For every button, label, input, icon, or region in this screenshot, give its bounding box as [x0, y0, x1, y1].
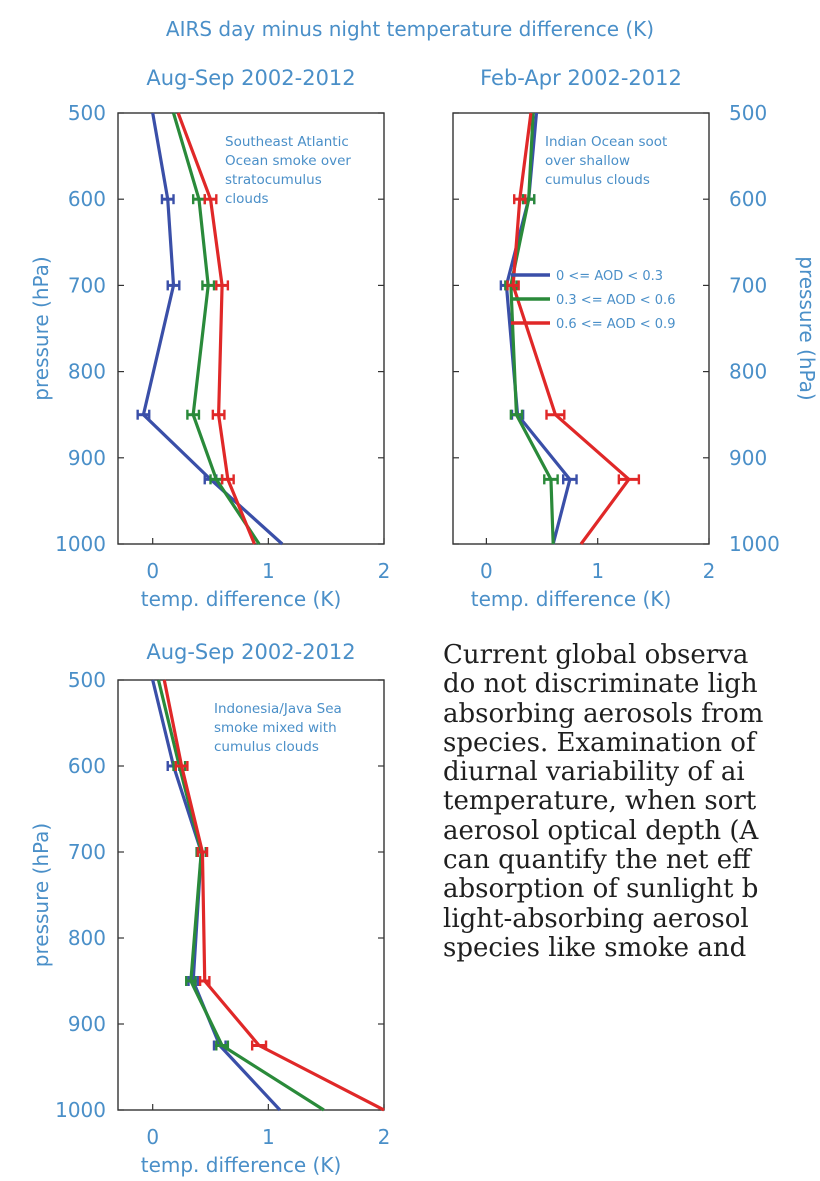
y-axis-label: pressure (hPa)	[29, 256, 53, 400]
y-tick-label: 800	[68, 926, 106, 950]
y-tick-label: 1000	[55, 1098, 106, 1122]
panel-annotation-line: cumulus clouds	[214, 739, 319, 755]
series-line-3	[162, 679, 385, 1112]
y-axis-label: pressure (hPa)	[795, 256, 819, 400]
y-tick-label: 700	[68, 840, 106, 864]
body-line: aerosol optical depth (A	[443, 815, 759, 846]
y-tick-label: 500	[68, 101, 106, 125]
y-tick-label: 500	[68, 668, 106, 692]
panel-annotation-line: Ocean smoke over	[225, 153, 351, 169]
plot-frame	[117, 679, 385, 1111]
x-tick-label: 2	[378, 559, 391, 583]
panel-annotation-line: clouds	[225, 191, 269, 207]
y-tick-label: 600	[68, 187, 106, 211]
panel-annotation-line: Indian Ocean soot	[545, 134, 667, 150]
series-line-2	[509, 112, 555, 545]
x-tick-label: 2	[703, 559, 716, 583]
chart-panel-2: Feb-Apr 2002-2012 500 600 700 800 900 1000 0 1 2 t…	[452, 66, 819, 611]
y-tick-label: 800	[729, 360, 767, 384]
y-tick-label: 1000	[729, 532, 780, 556]
body-line: Current global observa	[443, 641, 749, 670]
chart-panel-1: Aug-Sep 2002-2012 500 600 700 800 900 1000 0 1 2 t…	[29, 66, 390, 611]
x-tick-label: 1	[262, 559, 275, 583]
chart-title: Aug-Sep 2002-2012	[146, 66, 355, 90]
panel-annotation-line: Southeast Atlantic	[225, 134, 349, 150]
x-tick-label: 0	[480, 559, 493, 583]
y-tick-label: 900	[68, 446, 106, 470]
panel-annotation-line: smoke mixed with	[214, 720, 337, 736]
panel-annotation-line: stratocumulus	[225, 172, 322, 188]
x-axis-label: temp. difference (K)	[141, 1153, 342, 1177]
x-tick-label: 0	[146, 559, 159, 583]
x-axis-label: temp. difference (K)	[141, 587, 342, 611]
y-tick-label: 500	[729, 101, 767, 125]
body-line: do not discriminate ligh	[443, 669, 758, 700]
series-line-2	[156, 679, 325, 1112]
x-tick-label: 0	[146, 1125, 159, 1149]
legend-entry: 0.3 <= AOD < 0.6	[556, 293, 675, 308]
y-tick-label: 700	[68, 273, 106, 297]
y-tick-label: 700	[729, 273, 767, 297]
panel-annotation-line: Indonesia/Java Sea	[214, 701, 342, 717]
body-line: diurnal variability of ai	[443, 757, 745, 788]
body-line: species. Examination of	[443, 727, 756, 758]
body-line: light-absorbing aerosol	[443, 903, 749, 934]
y-tick-label: 600	[729, 187, 767, 211]
body-line: absorbing aerosols from	[443, 698, 764, 729]
y-tick-label: 600	[68, 754, 106, 778]
body-line: temperature, when sort	[443, 786, 757, 817]
body-paragraph: Current global observa do not discriminat…	[443, 641, 820, 1001]
series-line-3	[511, 112, 631, 545]
legend-entry: 0.6 <= AOD < 0.9	[556, 317, 675, 332]
x-tick-label: 2	[378, 1125, 391, 1149]
x-tick-label: 1	[262, 1125, 275, 1149]
body-line: absorption of sunlight b	[443, 874, 759, 905]
series-line-2	[171, 112, 261, 545]
chart-title: Aug-Sep 2002-2012	[146, 640, 355, 664]
series-line-3	[176, 112, 256, 545]
y-tick-label: 1000	[55, 532, 106, 556]
panel-annotation-line: cumulus clouds	[545, 172, 650, 188]
plot-frame	[117, 112, 385, 545]
x-axis-label: temp. difference (K)	[471, 587, 672, 611]
y-axis-label: pressure (hPa)	[29, 823, 53, 967]
legend: 0 <= AOD < 0.3 0.3 <= AOD < 0.6 0.6 <= AOD…	[511, 269, 675, 332]
panel-annotation-line: over shallow	[545, 153, 630, 169]
y-tick-label: 900	[68, 1012, 106, 1036]
chart-title: Feb-Apr 2002-2012	[480, 66, 682, 90]
y-tick-label: 800	[68, 360, 106, 384]
body-line: can quantify the net eff	[443, 845, 751, 876]
x-tick-label: 1	[591, 559, 604, 583]
chart-panel-3: Aug-Sep 2002-2012 500 600 700 800 900 1000 0 1 2 t…	[29, 640, 390, 1177]
figure-title: AIRS day minus night temperature differe…	[166, 17, 654, 41]
legend-entry: 0 <= AOD < 0.3	[556, 269, 663, 284]
y-tick-label: 900	[729, 446, 767, 470]
body-line: species like smoke and	[443, 932, 747, 963]
